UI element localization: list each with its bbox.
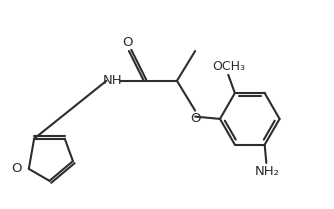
Text: NH₂: NH₂: [255, 165, 280, 178]
Text: O: O: [191, 112, 201, 125]
Text: NH: NH: [103, 74, 122, 87]
Text: O: O: [122, 36, 133, 49]
Text: OCH₃: OCH₃: [212, 60, 245, 73]
Text: O: O: [11, 162, 21, 175]
